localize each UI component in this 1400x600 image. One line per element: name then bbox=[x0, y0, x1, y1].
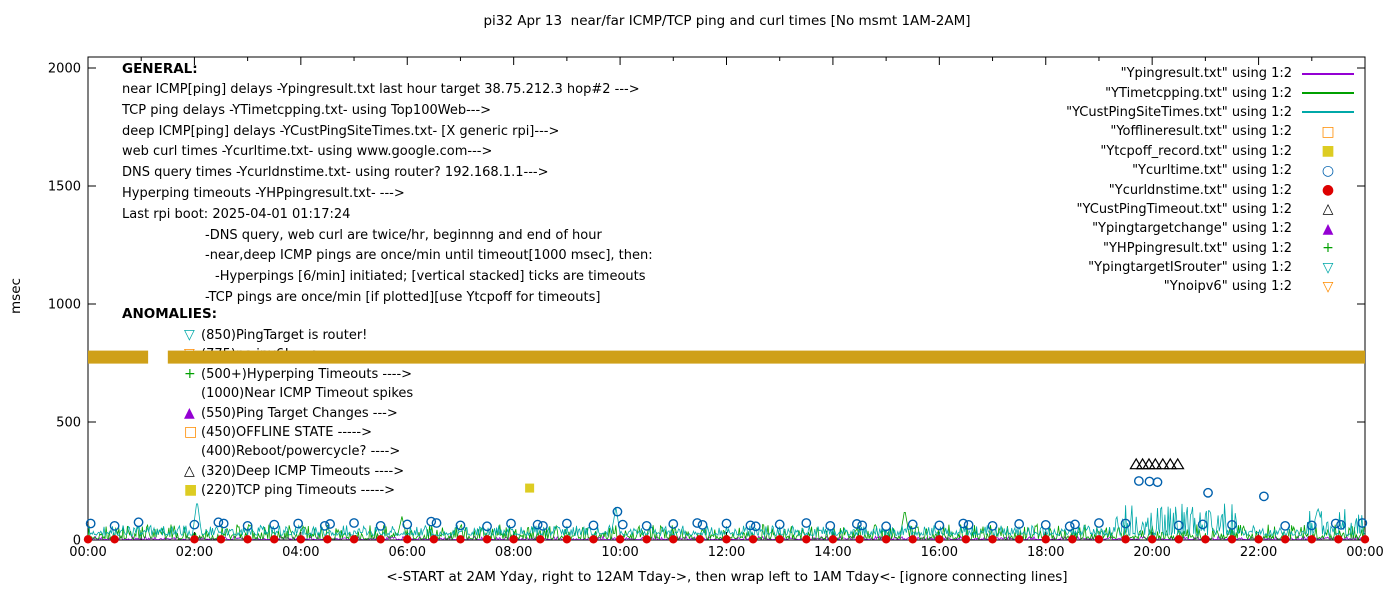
legend-row: "Ypingtargetchange" using 1:2 ▲ bbox=[1066, 219, 1358, 238]
legend-label: "Ynoipv6" using 1:2 bbox=[1163, 279, 1292, 295]
legend-line-sample bbox=[1298, 111, 1358, 114]
y-axis-label: msec bbox=[8, 278, 24, 314]
legend-square-filled-icon: ■ bbox=[1321, 143, 1335, 160]
legend-row: "Yofflineresult.txt" using 1:2 □ bbox=[1066, 122, 1358, 141]
legend: "Ypingresult.txt" using 1:2 "YTimetcpping… bbox=[1066, 64, 1358, 297]
general-line: Last rpi boot: 2025-04-01 01:17:24 bbox=[122, 206, 351, 222]
tri-up-open-marker-icon: △ bbox=[184, 462, 195, 479]
legend-label: "YpingtargetISrouter" using 1:2 bbox=[1088, 260, 1292, 276]
legend-row: "Ycurltime.txt" using 1:2 ○ bbox=[1066, 161, 1358, 180]
legend-label: "YCustPingSiteTimes.txt" using 1:2 bbox=[1066, 104, 1292, 120]
legend-row: "Ynoipv6" using 1:2 ▽ bbox=[1066, 277, 1358, 296]
legend-tri-up-filled-icon: ▲ bbox=[1322, 220, 1334, 237]
legend-label: "YCustPingTimeout.txt" using 1:2 bbox=[1076, 201, 1292, 217]
general-line: near ICMP[ping] delays -Ypingresult.txt … bbox=[122, 82, 640, 97]
anomaly-text: (220)TCP ping Timeouts -----> bbox=[201, 483, 396, 499]
legend-label: "YTimetcpping.txt" using 1:2 bbox=[1105, 85, 1292, 101]
legend-row: "YTimetcpping.txt" using 1:2 bbox=[1066, 83, 1358, 102]
general-line: -Hyperpings [6/min] initiated; [vertical… bbox=[215, 269, 646, 285]
anomalies-heading: ANOMALIES: bbox=[122, 306, 218, 322]
legend-square-open-icon: □ bbox=[1321, 123, 1335, 140]
legend-tri-down-open-icon: ▽ bbox=[1322, 278, 1334, 295]
legend-label: "Ypingresult.txt" using 1:2 bbox=[1120, 66, 1292, 82]
anomaly-line: (400)Reboot/powercycle? ----> bbox=[184, 443, 400, 460]
square-filled-marker-icon: ■ bbox=[184, 482, 198, 499]
plus-marker-icon: + bbox=[184, 365, 196, 382]
legend-row: "Ycurldnstime.txt" using 1:2 ● bbox=[1066, 180, 1358, 199]
anomaly-line: △ (320)Deep ICMP Timeouts ----> bbox=[184, 463, 404, 480]
legend-row: "YHPpingresult.txt" using 1:2 + bbox=[1066, 239, 1358, 258]
general-line: deep ICMP[ping] delays -YCustPingSiteTim… bbox=[122, 123, 560, 139]
anomaly-line: ▲ (550)Ping Target Changes ---> bbox=[184, 405, 398, 422]
general-line: DNS query times -Ycurldnstime.txt- using… bbox=[122, 165, 549, 181]
legend-row: "YCustPingTimeout.txt" using 1:2 △ bbox=[1066, 200, 1358, 219]
legend-label: "Ytcpoff_record.txt" using 1:2 bbox=[1100, 143, 1292, 159]
anomaly-line: (1000)Near ICMP Timeout spikes bbox=[184, 385, 413, 402]
legend-line-sample bbox=[1298, 72, 1358, 75]
anomaly-line: □ (450)OFFLINE STATE -----> bbox=[184, 424, 372, 441]
anomaly-text: (450)OFFLINE STATE -----> bbox=[201, 425, 372, 440]
general-line: TCP ping delays -YTimetcpping.txt- using… bbox=[122, 102, 492, 118]
legend-circle-filled-icon: ● bbox=[1321, 182, 1335, 199]
legend-label: "Ypingtargetchange" using 1:2 bbox=[1092, 221, 1292, 237]
general-line: -DNS query, web curl are twice/hr, begin… bbox=[205, 227, 602, 243]
chart-title: pi32 Apr 13 near/far ICMP/TCP ping and c… bbox=[483, 13, 971, 29]
anomaly-text: (500+)Hyperping Timeouts ----> bbox=[201, 366, 413, 382]
anomaly-text: (400)Reboot/powercycle? ----> bbox=[201, 444, 401, 460]
legend-label: "YHPpingresult.txt" using 1:2 bbox=[1103, 240, 1292, 256]
x-axis-label: <-START at 2AM Yday, right to 12AM Tday-… bbox=[386, 569, 1068, 585]
legend-label: "Ycurldnstime.txt" using 1:2 bbox=[1108, 182, 1292, 198]
legend-circle-open-icon: ○ bbox=[1321, 162, 1335, 179]
general-line: Hyperping timeouts -YHPpingresult.txt- -… bbox=[122, 186, 405, 201]
anomaly-text: (320)Deep ICMP Timeouts ----> bbox=[201, 463, 405, 479]
tri-up-filled-marker-icon: ▲ bbox=[184, 404, 195, 421]
anomaly-line: ▽ (775)no ipv6! ----> bbox=[184, 346, 323, 363]
legend-row: "Ytcpoff_record.txt" using 1:2 ■ bbox=[1066, 142, 1358, 161]
anomaly-line: ▽ (850)PingTarget is router! bbox=[184, 327, 367, 344]
legend-label: "Yofflineresult.txt" using 1:2 bbox=[1110, 124, 1292, 140]
square-open-marker-icon: □ bbox=[184, 424, 198, 440]
anomaly-text: (1000)Near ICMP Timeout spikes bbox=[201, 386, 414, 402]
tri-down-open-marker-icon: ▽ bbox=[184, 327, 195, 343]
legend-tri-down-open-icon: ▽ bbox=[1322, 259, 1334, 276]
anomaly-line: + (500+)Hyperping Timeouts ----> bbox=[184, 366, 412, 383]
legend-line-sample bbox=[1298, 92, 1358, 95]
general-line: web curl times -Ycurltime.txt- using www… bbox=[122, 144, 493, 160]
legend-tri-up-open-icon: △ bbox=[1322, 201, 1334, 218]
anomaly-line: ■ (220)TCP ping Timeouts -----> bbox=[184, 482, 395, 499]
legend-row: "Ypingresult.txt" using 1:2 bbox=[1066, 64, 1358, 83]
legend-row: "YCustPingSiteTimes.txt" using 1:2 bbox=[1066, 103, 1358, 122]
anomaly-text: (550)Ping Target Changes ---> bbox=[201, 405, 398, 421]
anomaly-text: (850)PingTarget is router! bbox=[201, 328, 368, 343]
general-heading: GENERAL: bbox=[122, 61, 198, 77]
tri-down-open-marker-icon: ▽ bbox=[184, 346, 195, 363]
legend-plus-icon: + bbox=[1322, 240, 1334, 257]
anomaly-text: (775)no ipv6! ----> bbox=[201, 347, 324, 363]
general-line: -TCP pings are once/min [if plotted][use… bbox=[205, 290, 601, 305]
general-line: -near,deep ICMP pings are once/min until… bbox=[205, 248, 653, 264]
legend-row: "YpingtargetISrouter" using 1:2 ▽ bbox=[1066, 258, 1358, 277]
legend-label: "Ycurltime.txt" using 1:2 bbox=[1132, 163, 1292, 179]
